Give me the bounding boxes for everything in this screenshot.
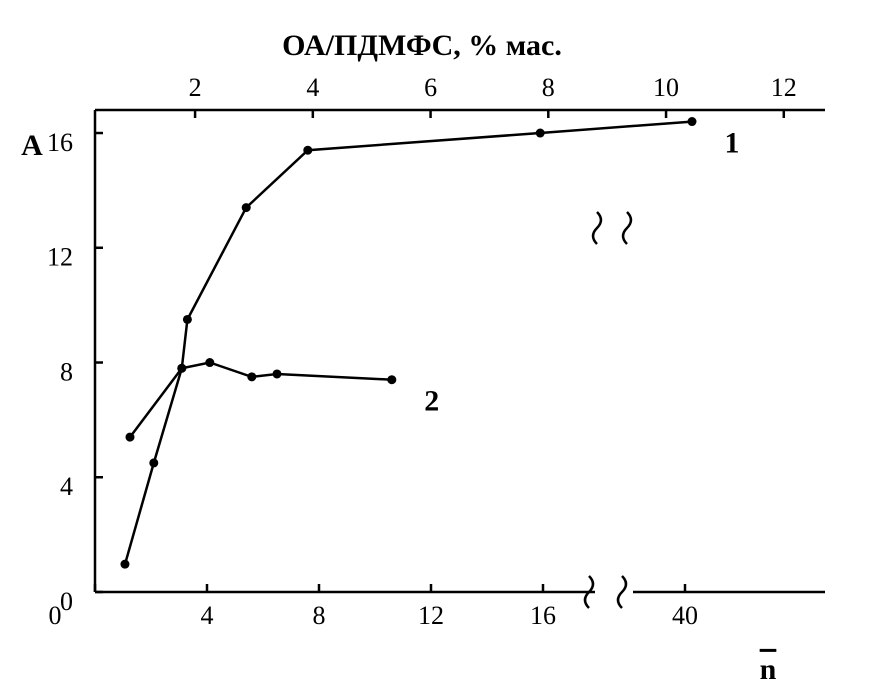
x-tick-label: 8: [313, 601, 326, 630]
y-tick-label: 8: [60, 357, 73, 386]
x-tick-label: 12: [418, 601, 444, 630]
series-line: [129, 361, 392, 438]
series-label: 2: [424, 385, 439, 418]
y-tick-label: 4: [60, 472, 73, 501]
data-point: [125, 432, 135, 442]
series-line: [123, 120, 693, 565]
y-tick-label: 16: [47, 128, 73, 157]
data-point: [247, 372, 257, 382]
y-tick-label: 12: [47, 243, 73, 272]
data-point: [272, 369, 282, 379]
data-point: [205, 358, 215, 368]
data-point: [177, 363, 187, 373]
y-axis-label: A: [21, 129, 43, 162]
data-point: [120, 559, 130, 569]
x-axis-label: n: [760, 653, 777, 686]
data-point: [182, 314, 192, 324]
x2-tick-label: 12: [771, 73, 797, 102]
x2-tick-label: 6: [424, 73, 437, 102]
data-point: [387, 375, 397, 385]
line-break: [591, 211, 633, 245]
data-point: [535, 128, 545, 138]
x2-tick-label: 8: [542, 73, 555, 102]
x2-tick-label: 2: [189, 73, 202, 102]
x-tick-label: 40: [672, 601, 698, 630]
data-point: [687, 117, 697, 127]
data-point: [241, 203, 251, 213]
x2-tick-label: 4: [306, 73, 319, 102]
series-label: 1: [725, 126, 740, 159]
data-point: [149, 458, 159, 468]
x-tick-label: 0: [49, 601, 62, 630]
x-tick-label: 16: [530, 601, 556, 630]
x-tick-label: 4: [201, 601, 214, 630]
y-tick-label: 0: [60, 587, 73, 616]
data-point: [303, 145, 313, 155]
chart-title: ОА/ПДМФС, % мас.: [282, 29, 562, 62]
x2-tick-label: 10: [653, 73, 679, 102]
